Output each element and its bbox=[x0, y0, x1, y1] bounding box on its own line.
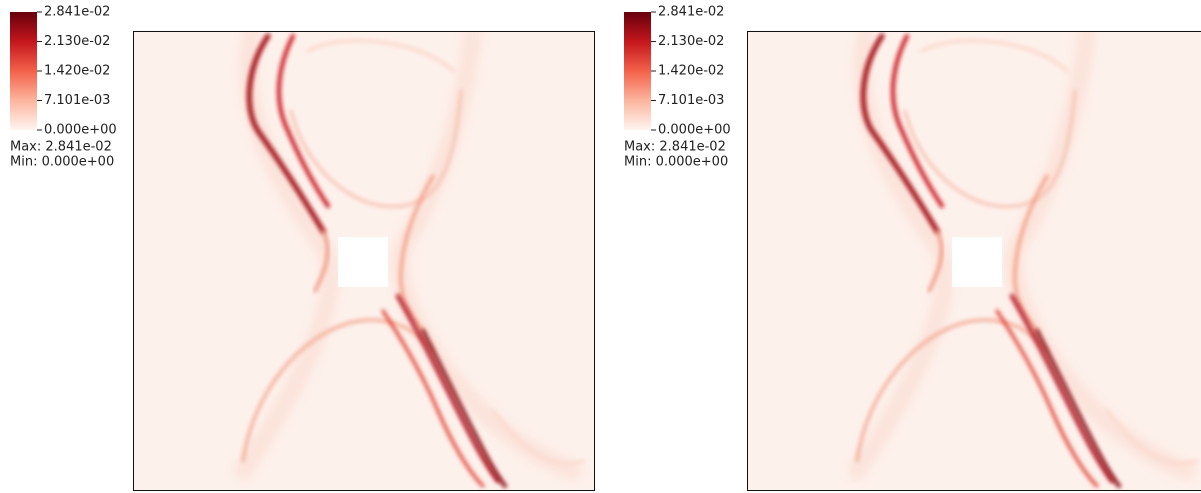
render-view: 2.841e-02 2.130e-02 1.420e-02 7.101e-03 0.00… bbox=[10, 5, 595, 491]
range-min: Min: 0.000e+00 bbox=[10, 155, 114, 170]
color-bar-label: 2.130e-02 bbox=[658, 34, 724, 49]
range-max: Max: 2.841e-02 bbox=[624, 140, 726, 155]
color-bar-label: 1.420e-02 bbox=[44, 64, 110, 79]
color-bar bbox=[10, 12, 37, 130]
field-plot bbox=[133, 31, 594, 491]
color-bar-label: 0.000e+00 bbox=[44, 123, 117, 138]
color-bar-label: 7.101e-03 bbox=[44, 93, 110, 108]
color-bar-label: 2.841e-02 bbox=[658, 5, 724, 20]
color-bar bbox=[624, 12, 651, 130]
plot-border bbox=[747, 31, 1201, 491]
color-bar-label: 1.420e-02 bbox=[658, 64, 724, 79]
color-bar-label: 2.130e-02 bbox=[44, 34, 110, 49]
plot-border bbox=[133, 31, 595, 491]
range-max: Max: 2.841e-02 bbox=[10, 140, 112, 155]
color-bar-label: 7.101e-03 bbox=[658, 93, 724, 108]
render-view: 2.841e-02 2.130e-02 1.420e-02 7.101e-03 0.00… bbox=[624, 5, 1201, 491]
range-min: Min: 0.000e+00 bbox=[624, 155, 728, 170]
color-bar-label: 2.841e-02 bbox=[44, 5, 110, 20]
color-bar-label: 0.000e+00 bbox=[658, 123, 731, 138]
field-plot bbox=[747, 31, 1201, 491]
